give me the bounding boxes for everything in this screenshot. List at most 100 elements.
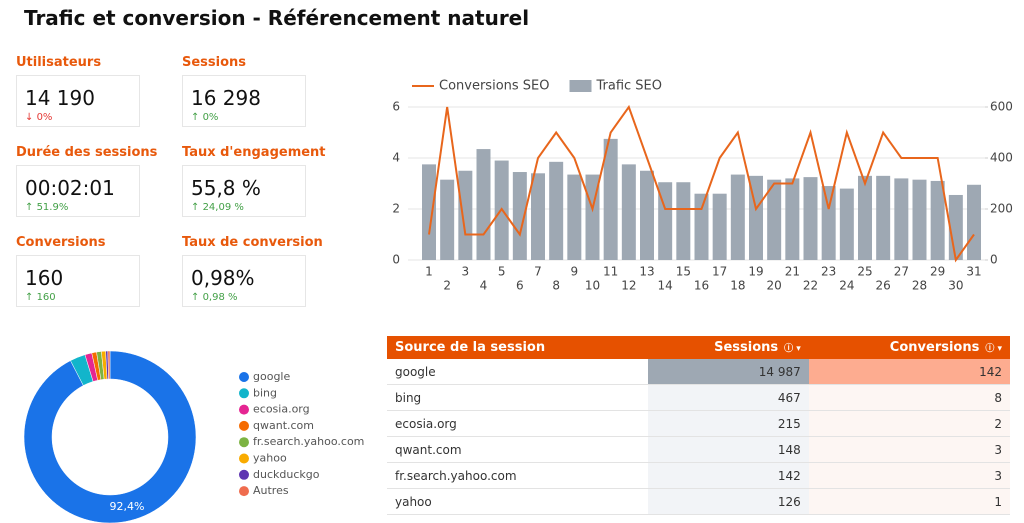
bar <box>821 186 836 260</box>
legend-label: fr.search.yahoo.com <box>253 435 364 448</box>
x-tick-label: 19 <box>748 265 763 279</box>
bar <box>458 170 473 260</box>
x-tick-label: 15 <box>676 265 691 279</box>
bar <box>803 177 818 260</box>
bar <box>676 182 691 260</box>
table-row: bing 467 8 <box>387 384 1010 411</box>
legend-dot <box>239 420 249 431</box>
legend-dot <box>239 469 249 480</box>
legend-label: qwant.com <box>253 419 314 432</box>
x-tick-label: 21 <box>785 265 800 279</box>
kpi-label: Taux de conversion <box>182 235 323 250</box>
trend-arrow: ↑ <box>25 202 37 213</box>
bar <box>621 164 636 260</box>
y2-tick-label: 400 <box>990 151 1013 165</box>
table-cell: 148 <box>647 436 809 463</box>
column-header: Source de la session <box>387 336 648 359</box>
kpi-box: 55,8 % ↑ 24,09 % <box>182 165 306 217</box>
bar <box>930 180 945 260</box>
legend-dot <box>239 388 249 399</box>
legend-label: Conversions SEO <box>439 79 550 94</box>
kpi-label: Sessions <box>182 55 247 70</box>
x-tick-label: 13 <box>639 265 654 279</box>
table-cell: bing <box>387 384 648 411</box>
table-cell: 3 <box>808 462 1010 489</box>
kpi-value: 16 298 <box>191 86 261 110</box>
kpi-value: 00:02:01 <box>25 176 115 200</box>
y-tick-label: 2 <box>392 202 400 216</box>
sort-icon: ⓘ ▾ <box>985 344 1002 354</box>
x-tick-label: 8 <box>552 279 560 293</box>
legend-label: bing <box>253 386 277 399</box>
legend-label: Trafic SEO <box>596 79 663 94</box>
kpi-delta: ↓ 0% <box>25 112 52 123</box>
delta-value: 0% <box>36 112 53 123</box>
table-row: yahoo 126 1 <box>387 488 1010 515</box>
x-tick-label: 1 <box>425 265 433 279</box>
trend-arrow: ↓ <box>25 112 37 123</box>
x-tick-label: 16 <box>694 279 709 293</box>
table-cell: 1 <box>808 488 1010 515</box>
delta-value: 51.9% <box>36 202 69 213</box>
legend-dot <box>239 486 249 497</box>
bar <box>512 172 527 260</box>
bar <box>476 149 491 260</box>
kpi-box: 16 298 ↑ 0% <box>182 75 306 127</box>
bar <box>531 173 545 260</box>
kpi-value: 14 190 <box>25 86 95 110</box>
bar <box>876 175 891 260</box>
delta-value: 0% <box>202 112 219 123</box>
sort-icon: ⓘ ▾ <box>784 344 801 354</box>
bar <box>567 174 582 260</box>
bar <box>694 193 709 260</box>
column-header: Sessions ⓘ ▾ <box>647 336 809 359</box>
bar <box>785 178 800 260</box>
bar <box>730 174 745 260</box>
bar <box>440 179 455 260</box>
table-row: google 14 987 142 <box>387 359 1010 385</box>
table-cell: 3 <box>808 436 1010 463</box>
legend-label: google <box>253 370 290 383</box>
bar <box>894 178 909 260</box>
kpi-delta: ↑ 51.9% <box>25 202 68 213</box>
x-tick-label: 12 <box>621 279 636 293</box>
y-tick-label: 6 <box>392 100 400 114</box>
kpi-delta: ↑ 0% <box>191 112 218 123</box>
x-tick-label: 31 <box>966 265 981 279</box>
table-row: ecosia.org 215 2 <box>387 410 1010 437</box>
legend-dot <box>239 453 249 464</box>
table-cell: google <box>387 359 648 385</box>
y-tick-label: 4 <box>392 151 400 165</box>
legend-swatch <box>569 80 592 92</box>
table-cell: 215 <box>647 410 809 437</box>
x-tick-label: 23 <box>821 265 836 279</box>
bar <box>603 138 618 260</box>
x-tick-label: 14 <box>658 279 673 293</box>
legend-label: Autres <box>253 484 289 497</box>
kpi-box: 14 190 ↓ 0% <box>16 75 140 127</box>
delta-value: 24,09 % <box>202 202 244 213</box>
source-table: Source de la session Sessions ⓘ ▾ Conversio… <box>387 336 1010 515</box>
table-cell: 126 <box>647 488 809 515</box>
bar <box>422 164 436 260</box>
legend-dot <box>239 372 249 382</box>
kpi-box: 160 ↑ 160 <box>16 255 140 307</box>
bar <box>967 184 981 260</box>
header-text: Sessions <box>714 340 779 355</box>
x-tick-label: 4 <box>480 279 488 293</box>
x-tick-label: 28 <box>912 279 927 293</box>
x-tick-label: 10 <box>585 279 600 293</box>
table-cell: 14 987 <box>647 359 809 385</box>
kpi-label: Taux d'engagement <box>182 145 326 160</box>
kpi-box: 0,98% ↑ 0,98 % <box>182 255 306 307</box>
y2-tick-label: 200 <box>990 202 1013 216</box>
bar <box>640 170 654 260</box>
x-tick-label: 22 <box>803 279 818 293</box>
kpi-value: 0,98% <box>191 266 255 290</box>
bar <box>912 179 927 260</box>
kpi-label: Durée des sessions <box>16 145 158 160</box>
table-row: qwant.com 148 3 <box>387 436 1010 463</box>
x-tick-label: 25 <box>857 265 872 279</box>
table-cell: 467 <box>647 384 809 411</box>
column-header: Conversions ⓘ ▾ <box>808 336 1010 359</box>
